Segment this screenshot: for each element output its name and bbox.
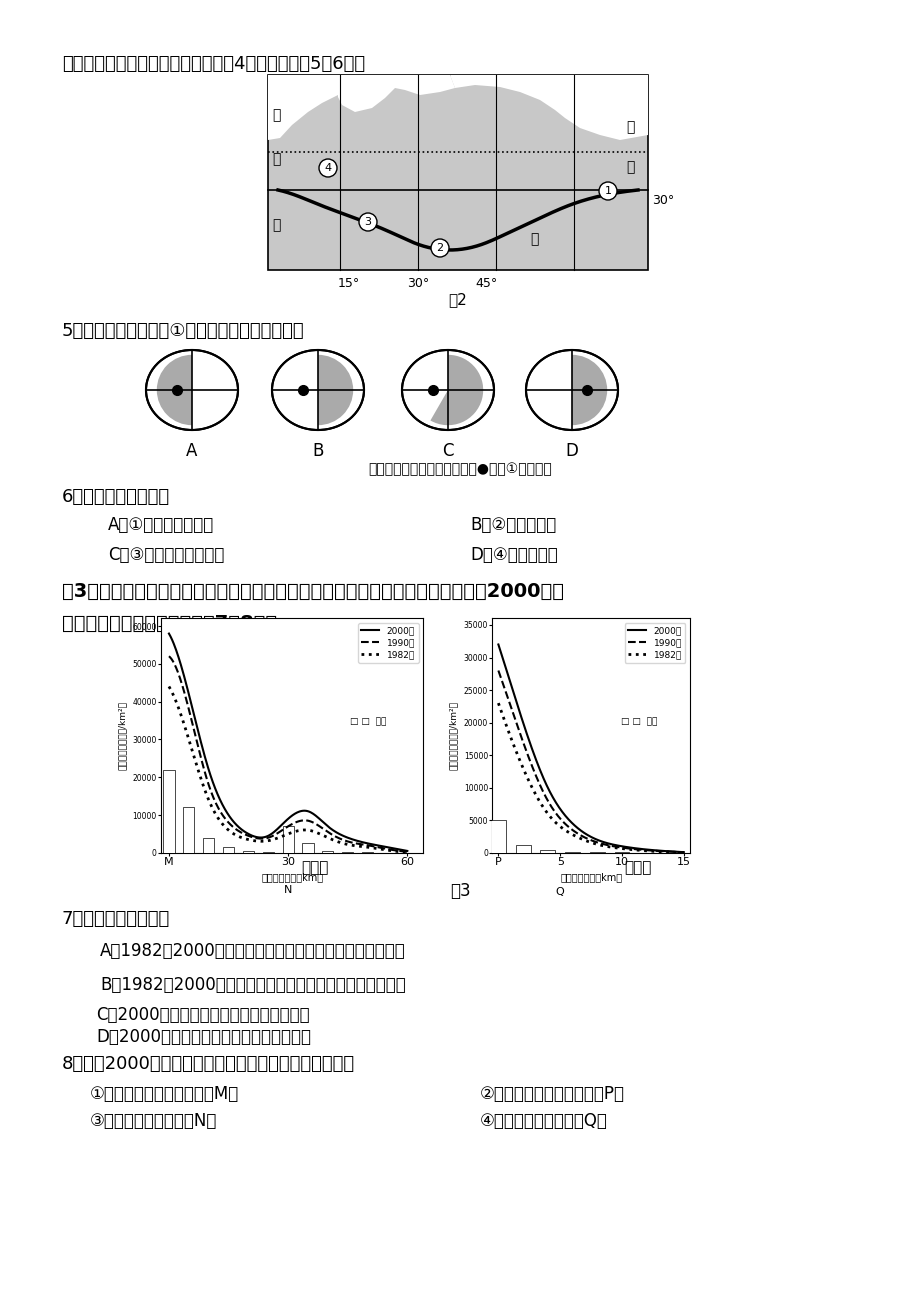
Text: 印: 印 [625, 120, 634, 134]
Text: 乙城市: 乙城市 [624, 861, 651, 875]
Circle shape [598, 182, 617, 201]
Text: 1: 1 [604, 186, 611, 197]
Text: □ □  楼高: □ □ 楼高 [349, 717, 386, 727]
Text: 15°: 15° [337, 277, 359, 290]
Text: 图2: 图2 [448, 292, 467, 307]
Bar [183, 807, 194, 853]
Text: D．④地森林密布: D．④地森林密布 [470, 546, 557, 564]
Bar [491, 820, 505, 853]
Text: 30°: 30° [406, 277, 428, 290]
Text: 景观，此时为世界时（中时区区时）4时。读图回答5～6题。: 景观，此时为世界时（中时区区时）4时。读图回答5～6题。 [62, 55, 365, 73]
Legend: 2000年, 1990年, 1982年: 2000年, 1990年, 1982年 [624, 622, 685, 663]
Ellipse shape [272, 350, 364, 430]
Ellipse shape [526, 350, 618, 430]
Text: ①甲城市的中心商务区位于M处: ①甲城市的中心商务区位于M处 [90, 1085, 239, 1103]
Text: C: C [442, 441, 453, 460]
Text: B: B [312, 441, 323, 460]
X-axis label: 距市中心距离（km）: 距市中心距离（km） [560, 872, 621, 883]
Text: 7．下列说法正确的是: 7．下列说法正确的是 [62, 910, 170, 928]
Wedge shape [156, 355, 192, 426]
Polygon shape [337, 76, 394, 112]
Text: （注：阴影部分表示夜半球，●表示①处位置）: （注：阴影部分表示夜半球，●表示①处位置） [368, 462, 551, 477]
Text: 市商务楼相对高度。读图回答7～8题。: 市商务楼相对高度。读图回答7～8题。 [62, 615, 277, 633]
Wedge shape [572, 355, 607, 426]
Bar [322, 852, 333, 853]
Text: 2: 2 [436, 243, 443, 253]
Circle shape [319, 159, 336, 177]
Bar [222, 848, 233, 853]
Text: ④乙城市的卤星城位于Q处: ④乙城市的卤星城位于Q处 [480, 1112, 607, 1130]
Polygon shape [394, 76, 455, 95]
Text: D．2000年乙城市的服务范围比甲城市的小: D．2000年乙城市的服务范围比甲城市的小 [96, 1029, 311, 1046]
Bar [203, 837, 214, 853]
Text: 3: 3 [364, 217, 371, 227]
Text: 6．下列叙述正确的是: 6．下列叙述正确的是 [62, 488, 170, 506]
Ellipse shape [402, 350, 494, 430]
Text: 大: 大 [272, 108, 280, 122]
Text: 洋: 洋 [272, 217, 280, 232]
Bar [282, 827, 293, 853]
Text: C．2000年甲城市的人口规模比乙城市的小: C．2000年甲城市的人口规模比乙城市的小 [96, 1006, 310, 1023]
Text: □ □  楼高: □ □ 楼高 [620, 717, 656, 727]
Legend: 2000年, 1990年, 1982年: 2000年, 1990年, 1982年 [357, 622, 418, 663]
Text: N: N [284, 885, 292, 894]
Text: 4: 4 [324, 163, 331, 173]
Bar [539, 850, 555, 853]
Text: D: D [565, 441, 578, 460]
Text: C．③地河流正値丰水期: C．③地河流正値丰水期 [108, 546, 224, 564]
Text: B．1982～2000年，两城市的市中心人口密度变化特征不同: B．1982～2000年，两城市的市中心人口密度变化特征不同 [100, 976, 405, 993]
Text: 西: 西 [272, 152, 280, 165]
Text: 图3: 图3 [449, 881, 470, 900]
Polygon shape [267, 76, 337, 141]
Y-axis label: 常住人口密度（人/km²）: 常住人口密度（人/km²） [448, 702, 458, 769]
Text: 图3为我国东部地区甲、乙两城市三个年份的常住人口密度分布图，图中楼高表示2000年城: 图3为我国东部地区甲、乙两城市三个年份的常住人口密度分布图，图中楼高表示2000… [62, 582, 563, 602]
Text: 45°: 45° [475, 277, 497, 290]
Text: ③甲城市的卤星城位于N处: ③甲城市的卤星城位于N处 [90, 1112, 217, 1130]
Ellipse shape [146, 350, 238, 430]
Text: 30°: 30° [652, 194, 674, 207]
Bar [164, 769, 175, 853]
Bar [267, 76, 647, 270]
Text: A．1982～2000年，两城市的市中心人口密度变化特征相同: A．1982～2000年，两城市的市中心人口密度变化特征相同 [100, 943, 405, 960]
Y-axis label: 常住人口密度（人/km²）: 常住人口密度（人/km²） [118, 702, 127, 769]
Text: 甲城市: 甲城市 [301, 861, 328, 875]
Bar [243, 852, 254, 853]
Text: 8．关于2000年两城市功能区分布的推断，最有可能的是: 8．关于2000年两城市功能区分布的推断，最有可能的是 [62, 1055, 355, 1073]
Circle shape [358, 214, 377, 230]
Text: A: A [187, 441, 198, 460]
Bar [516, 845, 530, 853]
Bar [302, 844, 313, 853]
Circle shape [430, 240, 448, 256]
Text: 5．下列四幅图中，与①处当日日出时刻相符的是: 5．下列四幅图中，与①处当日日出时刻相符的是 [62, 322, 304, 340]
Text: Q: Q [555, 887, 564, 897]
Text: 度: 度 [625, 160, 634, 174]
Text: B．②处风平浪静: B．②处风平浪静 [470, 516, 556, 534]
Polygon shape [449, 76, 647, 141]
Text: 洋: 洋 [529, 232, 538, 246]
X-axis label: 距市中心距离（km）: 距市中心距离（km） [261, 872, 323, 883]
Text: A．①处该船逆水航行: A．①处该船逆水航行 [108, 516, 214, 534]
Wedge shape [430, 355, 482, 426]
Wedge shape [318, 355, 353, 426]
Text: ②乙城市的中心商务区位于P处: ②乙城市的中心商务区位于P处 [480, 1085, 624, 1103]
